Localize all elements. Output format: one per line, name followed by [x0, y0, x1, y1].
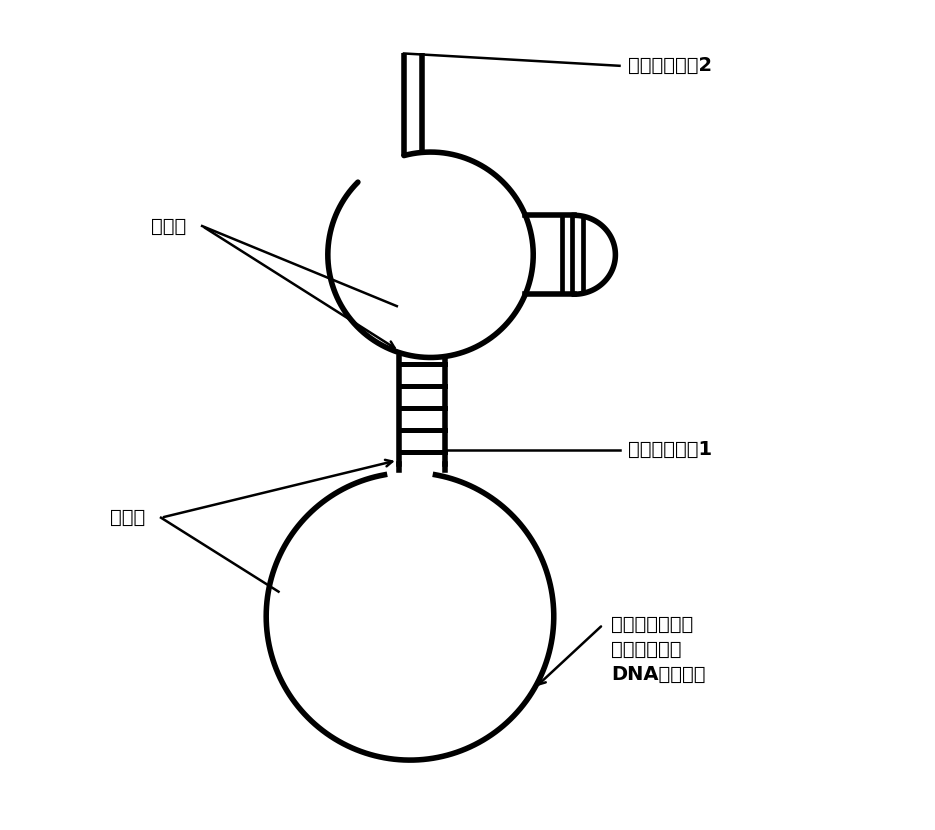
Text: 底物结合位点2: 底物结合位点2: [627, 56, 712, 76]
Text: 催化区: 催化区: [151, 217, 186, 236]
Text: 底物结合位点1: 底物结合位点1: [627, 440, 712, 459]
Text: 启动区: 启动区: [110, 508, 145, 527]
Text: 与恒温指数扩增
后产生的短链
DNA片段互补: 与恒温指数扩增 后产生的短链 DNA片段互补: [611, 615, 706, 684]
